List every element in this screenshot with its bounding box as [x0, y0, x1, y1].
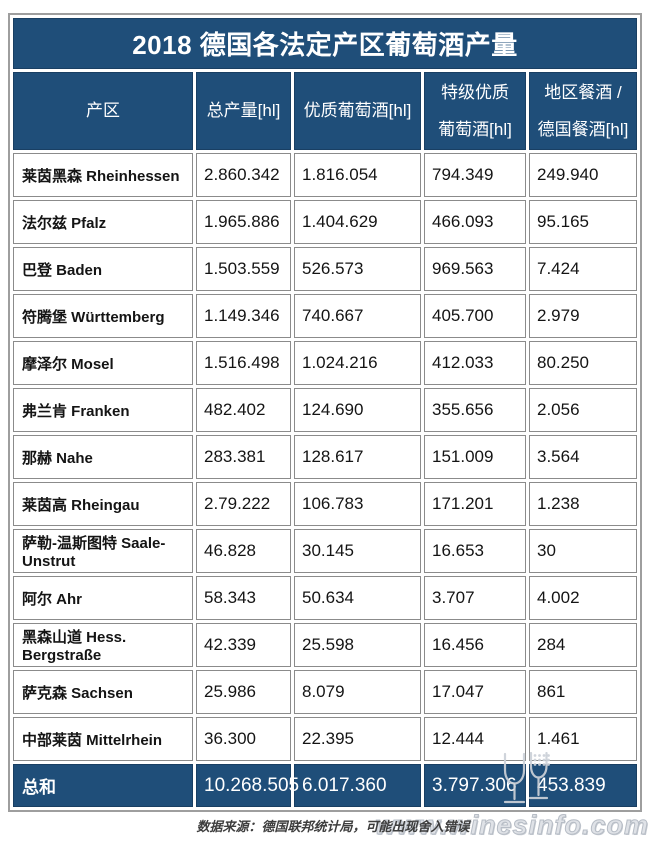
column-header-quality-wine: 优质葡萄酒[hl] [294, 72, 421, 150]
value-cell: 740.667 [294, 294, 421, 338]
table-row: 那赫 Nahe 283.381 128.617 151.009 3.564 [13, 435, 637, 479]
region-cell: 符腾堡 Württemberg [13, 294, 193, 338]
value-cell: 128.617 [294, 435, 421, 479]
total-value-cell: 6.017.360 [294, 764, 421, 807]
value-cell: 8.079 [294, 670, 421, 714]
title-row: 2018 德国各法定产区葡萄酒产量 [13, 18, 637, 69]
value-cell: 22.395 [294, 717, 421, 761]
value-cell: 50.634 [294, 576, 421, 620]
value-cell: 3.564 [529, 435, 637, 479]
table-row: 符腾堡 Württemberg 1.149.346 740.667 405.70… [13, 294, 637, 338]
value-cell: 80.250 [529, 341, 637, 385]
region-cell: 萨克森 Sachsen [13, 670, 193, 714]
region-cell: 法尔兹 Pfalz [13, 200, 193, 244]
value-cell: 1.516.498 [196, 341, 291, 385]
value-cell: 2.79.222 [196, 482, 291, 526]
value-cell: 12.444 [424, 717, 526, 761]
region-cell: 莱茵高 Rheingau [13, 482, 193, 526]
value-cell: 482.402 [196, 388, 291, 432]
value-cell: 95.165 [529, 200, 637, 244]
table-row: 莱茵高 Rheingau 2.79.222 106.783 171.201 1.… [13, 482, 637, 526]
total-value-cell: 453.839 [529, 764, 637, 807]
region-cell: 弗兰肯 Franken [13, 388, 193, 432]
wine-glasses-logo-icon [503, 752, 550, 804]
column-header-landwein: 地区餐酒 / 德国餐酒[hl] [529, 72, 637, 150]
value-cell: 151.009 [424, 435, 526, 479]
value-cell: 42.339 [196, 623, 291, 667]
value-cell: 283.381 [196, 435, 291, 479]
value-cell: 1.404.629 [294, 200, 421, 244]
value-cell: 30 [529, 529, 637, 573]
region-cell: 中部莱茵 Mittelrhein [13, 717, 193, 761]
region-cell: 巴登 Baden [13, 247, 193, 291]
total-row: 总和 10.268.505 6.017.360 3.797.306 453.83… [13, 764, 637, 807]
value-cell: 355.656 [424, 388, 526, 432]
region-cell: 摩泽尔 Mosel [13, 341, 193, 385]
table-row: 中部莱茵 Mittelrhein 36.300 22.395 12.444 1.… [13, 717, 637, 761]
total-value-cell: 3.797.306 [424, 764, 526, 807]
value-cell: 412.033 [424, 341, 526, 385]
table-title: 2018 德国各法定产区葡萄酒产量 [13, 18, 637, 69]
winesinfo-watermark-text: www.winesinfo.com [374, 810, 649, 841]
wine-production-table-container: 2018 德国各法定产区葡萄酒产量 产区 总产量[hl] 优质葡萄酒[hl] 特… [8, 13, 642, 812]
value-cell: 794.349 [424, 153, 526, 197]
column-header-total-production: 总产量[hl] [196, 72, 291, 150]
table-row: 萨勒-温斯图特 Saale-Unstrut 46.828 30.145 16.6… [13, 529, 637, 573]
value-cell: 1.238 [529, 482, 637, 526]
table-row: 摩泽尔 Mosel 1.516.498 1.024.216 412.033 80… [13, 341, 637, 385]
region-cell: 萨勒-温斯图特 Saale-Unstrut [13, 529, 193, 573]
value-cell: 16.456 [424, 623, 526, 667]
total-value-cell: 10.268.505 [196, 764, 299, 807]
column-header-premium-quality-wine: 特级优质 葡萄酒[hl] [424, 72, 526, 150]
table-row: 弗兰肯 Franken 482.402 124.690 355.656 2.05… [13, 388, 637, 432]
value-cell: 1.816.054 [294, 153, 421, 197]
value-cell: 25.598 [294, 623, 421, 667]
table-row: 法尔兹 Pfalz 1.965.886 1.404.629 466.093 95… [13, 200, 637, 244]
value-cell: 46.828 [196, 529, 291, 573]
value-cell: 106.783 [294, 482, 421, 526]
table-row: 黑森山道 Hess. Bergstraße 42.339 25.598 16.4… [13, 623, 637, 667]
table-row: 莱茵黑森 Rheinhessen 2.860.342 1.816.054 794… [13, 153, 637, 197]
value-cell: 3.707 [424, 576, 526, 620]
value-cell: 1.965.886 [196, 200, 291, 244]
source-note: 数据来源：德国联邦统计局，可能出现舍入错误 [196, 819, 470, 834]
table-row: 巴登 Baden 1.503.559 526.573 969.563 7.424 [13, 247, 637, 291]
wine-production-table: 2018 德国各法定产区葡萄酒产量 产区 总产量[hl] 优质葡萄酒[hl] 特… [8, 13, 642, 812]
value-cell: 16.653 [424, 529, 526, 573]
value-cell: 969.563 [424, 247, 526, 291]
value-cell: 36.300 [196, 717, 291, 761]
value-cell: 30.145 [294, 529, 421, 573]
value-cell: 171.201 [424, 482, 526, 526]
value-cell: 25.986 [196, 670, 291, 714]
value-cell: 58.343 [196, 576, 291, 620]
value-cell: 861 [529, 670, 637, 714]
region-cell: 黑森山道 Hess. Bergstraße [13, 623, 193, 667]
value-cell: 526.573 [294, 247, 421, 291]
table-row: 萨克森 Sachsen 25.986 8.079 17.047 861 [13, 670, 637, 714]
value-cell: 1.503.559 [196, 247, 291, 291]
value-cell: 405.700 [424, 294, 526, 338]
value-cell: 124.690 [294, 388, 421, 432]
value-cell: 2.860.342 [196, 153, 291, 197]
region-cell: 莱茵黑森 Rheinhessen [13, 153, 193, 197]
value-cell: 466.093 [424, 200, 526, 244]
value-cell: 4.002 [529, 576, 637, 620]
column-header-region: 产区 [13, 72, 193, 150]
region-cell: 阿尔 Ahr [13, 576, 193, 620]
value-cell: 1.149.346 [196, 294, 291, 338]
value-cell: 7.424 [529, 247, 637, 291]
value-cell: 2.056 [529, 388, 637, 432]
header-row: 产区 总产量[hl] 优质葡萄酒[hl] 特级优质 葡萄酒[hl] 地区餐酒 /… [13, 72, 637, 150]
value-cell: 249.940 [529, 153, 637, 197]
region-cell: 那赫 Nahe [13, 435, 193, 479]
total-label-cell: 总和 [13, 764, 193, 807]
table-row: 阿尔 Ahr 58.343 50.634 3.707 4.002 [13, 576, 637, 620]
value-cell: 284 [529, 623, 637, 667]
value-cell: 2.979 [529, 294, 637, 338]
value-cell: 17.047 [424, 670, 526, 714]
value-cell: 1.024.216 [294, 341, 421, 385]
